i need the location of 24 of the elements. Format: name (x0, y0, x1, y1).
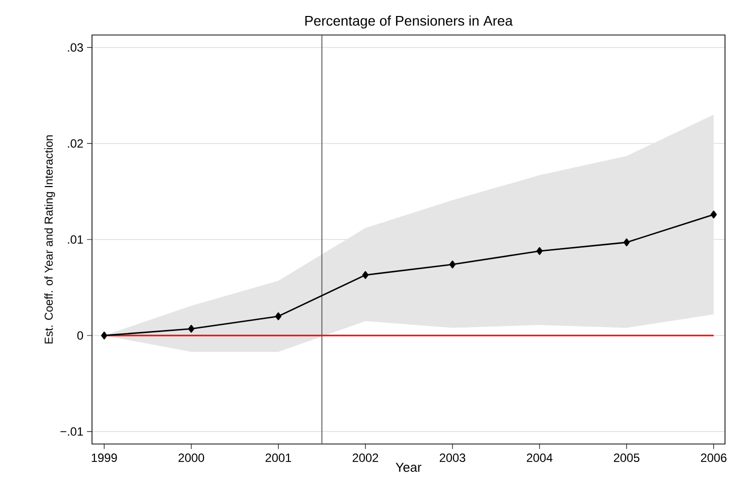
x-tick-label: 2006 (700, 454, 726, 462)
x-tick-label: 1999 (92, 454, 117, 462)
point (362, 271, 368, 279)
point (275, 312, 282, 320)
point (710, 210, 717, 218)
x-axis-title: Year (396, 462, 422, 472)
x-tick-label: 2000 (178, 454, 204, 462)
x-tick-label: 2003 (440, 454, 466, 462)
y-axis-title: Est. Coeff. of Year and Rating Interaction (44, 135, 56, 344)
y-tick-label: 0 (77, 331, 84, 340)
x-tick-label: 2002 (352, 454, 378, 462)
x-tick-label: 2001 (266, 454, 292, 462)
point (624, 238, 630, 246)
y-tick-label: .02 (68, 139, 83, 148)
x-tick-label: 2005 (614, 454, 640, 462)
y-tick-label: .03 (68, 43, 83, 52)
point (188, 324, 194, 333)
point (101, 332, 108, 340)
point (536, 247, 543, 255)
x-tick-label: 2004 (526, 454, 552, 462)
y-tick-label: −.01 (60, 427, 83, 436)
chart-title: Percentage of Pensioners in Area (305, 15, 513, 28)
point (449, 260, 456, 268)
y-tick-label: .01 (68, 235, 83, 244)
